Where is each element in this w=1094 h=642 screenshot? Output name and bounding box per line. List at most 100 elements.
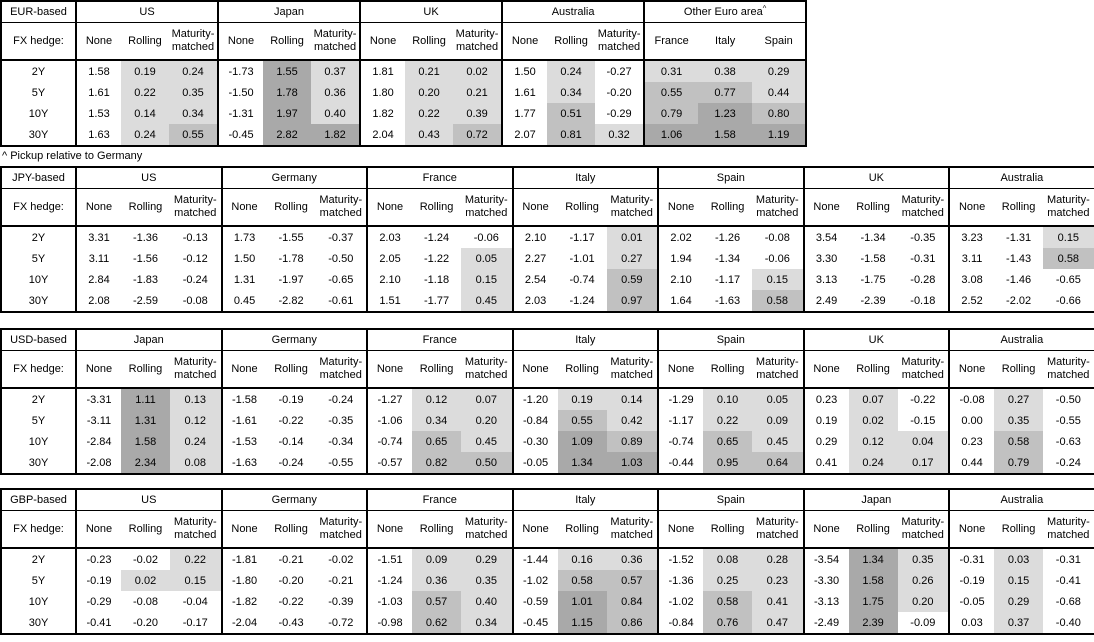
table-gbp-based: GBP-based US Germany France Italy Spain Japan A… [0, 488, 1094, 635]
data-cell: 0.17 [897, 452, 950, 474]
hedge-column-header: Rolling [121, 350, 170, 389]
hedge-column-header: None [359, 22, 406, 61]
data-cell: -1.01 [569, 252, 595, 265]
table-usd-based: USD-based Japan Germany France Italy Spain UK A… [0, 328, 1094, 475]
data-cell: -1.17 [715, 273, 741, 286]
data-cell: 0.35 [897, 548, 950, 570]
data-cell: 0.09 [752, 410, 804, 431]
data-cell: 0.02 [121, 570, 170, 591]
data-cell: 0.58 [557, 570, 607, 591]
data-cell: -1.46 [1006, 273, 1032, 286]
data-cell: -0.84 [657, 612, 704, 634]
group-name-text: US [141, 494, 157, 506]
data-cell: 1.15 [557, 612, 607, 634]
data-cell: -0.09 [910, 616, 936, 629]
data-cell: 1.31 [121, 410, 170, 431]
data-cell: -0.68 [1055, 595, 1081, 608]
group-name-text: Other Euro area [683, 6, 763, 18]
hedge-column-header: Maturity-matched [606, 510, 659, 549]
data-cell: -0.08 [764, 231, 790, 244]
data-cell: -1.43 [1006, 252, 1032, 265]
data-cell: -1.22 [423, 252, 450, 265]
data-cell: -0.31 [910, 252, 936, 265]
data-cell: 3.13 [802, 269, 849, 290]
hedge-column-header: None [501, 22, 548, 61]
hedge-column-header: Rolling [557, 188, 607, 227]
data-cell: 0.36 [606, 548, 659, 570]
hedge-column-header: Rolling [557, 510, 607, 549]
hedge-column-header: None [366, 188, 413, 227]
group-name-text: France [422, 334, 457, 346]
hedge-column-header: None [75, 350, 121, 389]
data-cell: 0.24 [848, 452, 898, 474]
data-cell: -0.20 [132, 616, 159, 629]
data-cell: -0.23 [75, 548, 121, 570]
data-cell: -0.31 [948, 548, 995, 570]
data-cell: 0.51 [547, 103, 596, 124]
data-cell: -0.21 [328, 574, 354, 587]
data-cell: 0.72 [453, 124, 503, 146]
country-group-header: Italy [511, 329, 659, 351]
data-cell: 0.24 [170, 431, 222, 452]
data-cell: -2.84 [75, 431, 121, 452]
data-cell: -1.02 [511, 570, 558, 591]
country-group-header: Spain [657, 167, 804, 189]
tenor-label: 10Y [1, 269, 77, 290]
hedge-column-header: None [802, 188, 849, 227]
hedge-column-header: Maturity-matched [1043, 188, 1094, 227]
data-cell: 0.45 [461, 431, 513, 452]
data-cell: 0.26 [897, 570, 950, 591]
hedge-column-header: Rolling [703, 188, 753, 227]
data-cell: -0.44 [657, 452, 704, 474]
data-cell: -2.02 [1006, 294, 1032, 307]
data-cell: 0.15 [752, 269, 804, 290]
data-cell: 0.20 [897, 591, 950, 612]
data-cell: 0.04 [897, 431, 950, 452]
data-cell: -1.63 [715, 294, 741, 307]
data-cell: -0.63 [1055, 435, 1081, 448]
data-cell: 0.47 [752, 612, 804, 634]
data-cell: -1.24 [569, 294, 595, 307]
data-cell: -0.57 [366, 452, 413, 474]
data-cell: -0.61 [328, 294, 354, 307]
data-cell: -0.14 [278, 435, 304, 448]
data-cell: -0.45 [217, 124, 264, 146]
tenor-label: 5Y [1, 570, 77, 591]
data-cell: 0.86 [606, 612, 659, 634]
hedge-column-header: Maturity-matched [897, 510, 950, 549]
data-cell: 2.82 [263, 124, 312, 146]
hedge-column-header: Rolling [994, 510, 1044, 549]
data-cell: 1.09 [557, 431, 607, 452]
data-cell: 3.11 [948, 248, 995, 269]
hedge-column-header: None [366, 510, 413, 549]
data-cell: 0.12 [412, 388, 462, 410]
hedge-column-header: Rolling [848, 188, 898, 227]
data-cell: -0.18 [910, 294, 936, 307]
hedge-column-header: Rolling [703, 510, 753, 549]
data-cell: 0.22 [405, 103, 454, 124]
data-cell: -1.81 [220, 548, 267, 570]
data-cell: 1.63 [75, 124, 121, 146]
data-cell: 0.29 [802, 431, 849, 452]
data-cell: -1.36 [657, 570, 704, 591]
group-name-text: Australia [1000, 334, 1044, 346]
data-cell: 1.53 [75, 103, 121, 124]
data-cell: 0.31 [643, 60, 699, 82]
data-cell: -1.63 [220, 452, 267, 474]
group-name-text: Germany [271, 494, 317, 506]
data-cell: 0.24 [547, 60, 596, 82]
group-name-text: France [422, 172, 457, 184]
data-cell: -0.65 [328, 273, 354, 286]
data-cell: 0.95 [703, 452, 753, 474]
data-cell: 1.75 [848, 591, 898, 612]
data-cell: 2.52 [948, 290, 995, 312]
data-cell: -1.29 [657, 388, 704, 410]
data-cell: -0.28 [910, 273, 936, 286]
data-cell: -0.41 [75, 612, 121, 634]
data-cell: 1.58 [848, 570, 898, 591]
data-cell: 0.40 [461, 591, 513, 612]
data-cell: -0.55 [1055, 414, 1081, 427]
country-group-header: Italy [511, 489, 659, 511]
data-cell: -1.78 [278, 252, 304, 265]
data-cell: -1.31 [217, 103, 264, 124]
